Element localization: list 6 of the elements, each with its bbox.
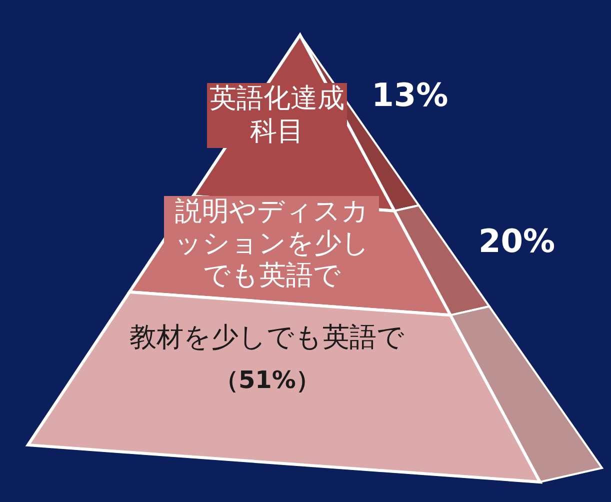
- category-label: 教材を少しでも英語で: [117, 322, 417, 355]
- category-label: 英語化達成科目: [206, 83, 347, 148]
- data-label: 20%: [478, 222, 556, 260]
- category-label: 説明やディスカッションを少しでも英語で: [164, 196, 380, 293]
- data-label: 13%: [372, 76, 448, 114]
- data-label: （51%）: [214, 366, 320, 395]
